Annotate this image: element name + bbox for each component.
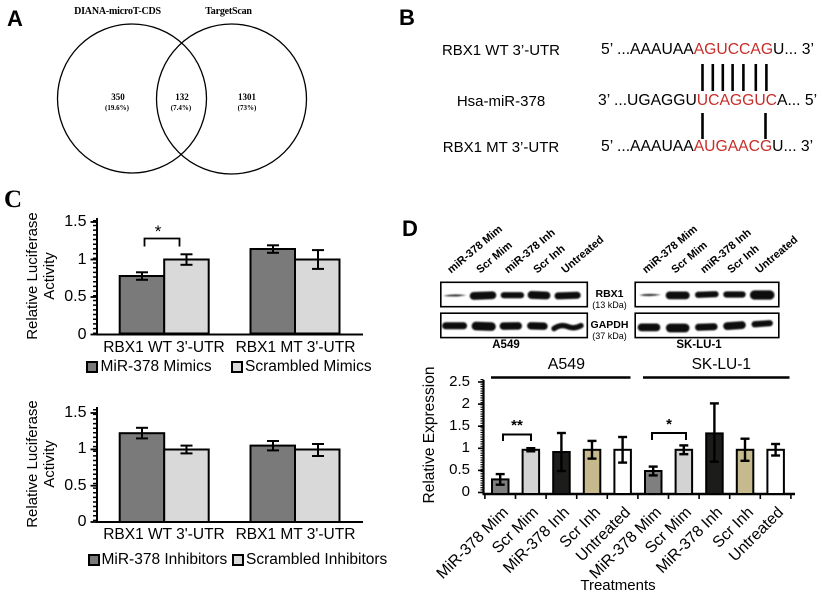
svg-text:**: ** xyxy=(511,417,523,434)
svg-text:*: * xyxy=(666,416,672,433)
svg-text:*: * xyxy=(155,222,162,241)
